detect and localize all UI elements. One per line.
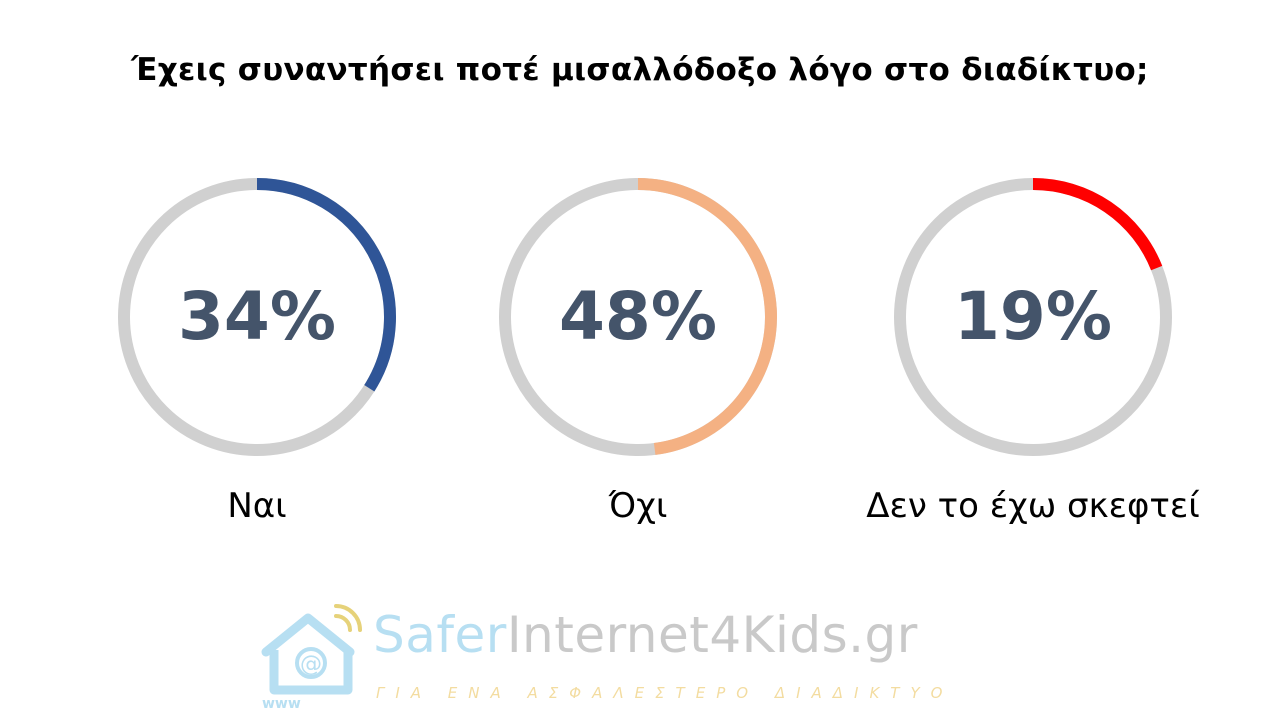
donut-category-label-1: Ναι [227,486,286,526]
donut-arc-1 [256,178,396,392]
donut-charts: 34% Ναι 48% Όχι 19% Δεν το έχω σκεφτεί [118,178,1200,526]
svg-text:@: @ [300,652,322,677]
logo-wordmark: SaferInternet4Kids.gr [373,610,918,660]
donut-value-label-1: 34% [178,278,336,355]
logo: @ www SaferInternet4Kids.gr ΓΙΑ ΕΝΑ ΑΣΦΑ… [258,600,958,715]
logo-www: www [262,696,301,712]
donut-arc-2 [637,178,777,455]
donut-value-label-2: 48% [559,278,717,355]
donut-category-label-3: Δεν το έχω σκεφτεί [866,486,1200,526]
donut-category-label-2: Όχι [608,486,668,526]
chart-title: Έχεις συναντήσει ποτέ μισαλλόδοξο λόγο σ… [131,52,1149,88]
logo-wordmark-part2: Internet4Kids.gr [506,606,918,664]
house-at-sign-wifi-icon: @ www [261,604,362,712]
donut-arc-3 [1032,178,1163,271]
donut-value-label-3: 19% [954,278,1112,355]
logo-tagline: ΓΙΑ ΕΝΑ ΑΣΦΑΛΕΣΤΕΡΟ ΔΙΑΔΙΚΤΥΟ [376,684,954,702]
logo-wordmark-part1: Safer [373,606,507,664]
